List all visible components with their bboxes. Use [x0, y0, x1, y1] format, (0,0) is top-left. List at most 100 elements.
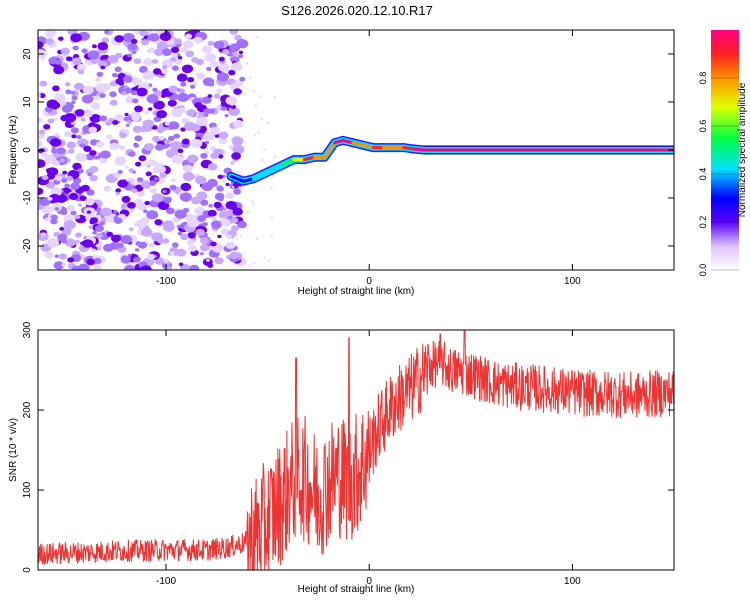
noise-blob: [131, 50, 137, 55]
noise-blob: [233, 88, 242, 95]
noise-blob: [222, 178, 227, 182]
noise-blob: [54, 254, 59, 258]
noise-blob: [218, 63, 230, 72]
noise-blob: [115, 78, 124, 85]
noise-blob: [67, 257, 75, 263]
noise-blob: [44, 217, 50, 222]
noise-blob: [70, 33, 82, 43]
noise-blob: [114, 114, 124, 122]
noise-blob: [59, 226, 65, 231]
noise-blob: [140, 180, 152, 189]
noise-blob: [237, 220, 247, 229]
noise-blob: [65, 89, 72, 95]
noise-blob: [47, 208, 54, 213]
noise-blob: [119, 132, 127, 139]
noise-blob: [145, 171, 152, 177]
noise-blob: [89, 217, 99, 224]
noise-blob: [207, 94, 213, 98]
y-tick-label: 10: [22, 96, 33, 108]
noise-blob: [162, 189, 167, 194]
noise-blob: [71, 265, 81, 270]
noise-blob: [121, 195, 131, 203]
noise-blob: [45, 38, 54, 45]
noise-speck: [232, 186, 235, 189]
noise-blob: [148, 33, 160, 42]
noise-blob: [38, 41, 44, 49]
noise-speck: [273, 96, 277, 99]
noise-blob: [229, 251, 239, 260]
noise-speck: [267, 259, 270, 262]
noise-blob: [166, 265, 173, 270]
noise-blob: [237, 54, 244, 59]
noise-blob: [83, 110, 93, 118]
noise-blob: [180, 81, 187, 87]
noise-blob: [176, 73, 188, 82]
noise-blob: [77, 69, 85, 75]
noise-blob: [99, 115, 108, 122]
noise-blob: [83, 145, 92, 152]
noise-blob: [54, 59, 62, 65]
noise-blob: [88, 225, 94, 229]
noise-blob: [74, 239, 80, 244]
noise-blob: [124, 265, 136, 270]
noise-blob: [58, 36, 64, 41]
noise-blob: [208, 204, 213, 208]
noise-blob: [74, 109, 85, 117]
noise-blob: [88, 126, 98, 134]
noise-blob: [87, 172, 93, 177]
noise-blob: [169, 251, 175, 256]
noise-speck: [237, 170, 240, 174]
noise-blob: [65, 56, 73, 62]
noise-blob: [214, 192, 225, 201]
noise-blob: [194, 206, 205, 215]
noise-blob: [202, 222, 208, 227]
noise-blob: [205, 133, 215, 141]
noise-blob: [169, 141, 182, 151]
noise-blob: [176, 224, 182, 229]
noise-blob: [143, 143, 155, 152]
noise-blob: [210, 216, 217, 221]
noise-speck: [245, 62, 249, 65]
noise-blob: [163, 139, 171, 145]
noise-blob: [93, 90, 98, 95]
noise-blob: [149, 181, 155, 186]
track-core: [229, 174, 245, 183]
track-core: [361, 143, 375, 150]
colorbar-tick-label: 0.8: [698, 72, 708, 85]
noise-blob: [164, 121, 171, 126]
noise-blob: [40, 151, 48, 158]
track-core: [241, 177, 255, 183]
noise-blob: [38, 117, 43, 124]
noise-blob: [142, 82, 149, 87]
noise-blob: [146, 253, 156, 260]
noise-blob: [45, 30, 56, 38]
noise-blob: [152, 68, 162, 75]
noise-blob: [146, 49, 151, 53]
noise-blob: [177, 92, 189, 102]
noise-blob: [230, 56, 240, 64]
noise-blob: [63, 189, 69, 193]
noise-blob: [53, 261, 65, 270]
noise-blob: [99, 93, 106, 98]
noise-speck: [251, 200, 254, 203]
noise-blob: [200, 244, 210, 252]
noise-speck: [271, 174, 274, 177]
noise-blob: [144, 162, 150, 167]
noise-blob: [133, 58, 142, 64]
noise-blob: [167, 135, 175, 142]
track-core: [351, 141, 365, 147]
noise-blob: [167, 99, 177, 107]
noise-blob: [109, 81, 117, 87]
noise-speck: [252, 203, 255, 207]
noise-blob: [70, 100, 76, 105]
noise-blob: [217, 174, 224, 179]
noise-speck: [253, 262, 256, 265]
noise-blob: [161, 48, 172, 56]
noise-blob: [79, 195, 87, 201]
noise-blob: [147, 107, 153, 111]
noise-blob: [159, 32, 172, 41]
noise-blob: [73, 177, 82, 184]
colorbar-tick-label: 0.0: [698, 264, 708, 277]
